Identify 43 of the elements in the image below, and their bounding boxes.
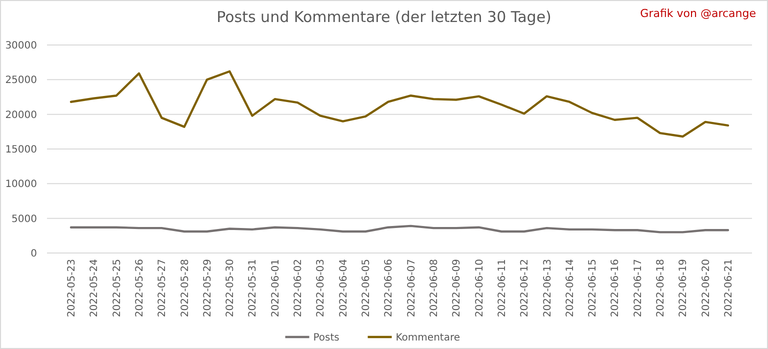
line-series	[70, 70, 730, 138]
legend-label: Kommentare	[396, 332, 460, 344]
x-tick-label: 2022-06-07	[406, 259, 418, 318]
x-tick-label: 2022-05-31	[248, 259, 259, 318]
x-tick-label: 2022-06-09	[452, 259, 463, 318]
x-tick-label: 2022-06-04	[338, 259, 350, 318]
x-tick-label: 2022-06-21	[724, 259, 734, 318]
y-tick-label: 30000	[5, 40, 37, 52]
chart-title: Posts und Kommentare (der letzten 30 Tage)	[216, 8, 552, 26]
x-tick-label: 2022-06-17	[632, 259, 644, 318]
y-tick-label: 5000	[12, 214, 37, 225]
x-tick-label: 2022-05-29	[202, 259, 214, 318]
y-tick-label: 10000	[5, 179, 37, 190]
x-tick-label: 2022-06-06	[384, 259, 395, 318]
x-tick-label: 2022-05-23	[66, 259, 78, 318]
x-tick-label: 2022-05-27	[157, 259, 168, 318]
x-tick-label: 2022-05-28	[180, 259, 191, 318]
y-tick-label: 25000	[5, 75, 37, 86]
x-tick-label: 2022-06-01	[270, 259, 282, 318]
x-tick-label: 2022-06-12	[520, 259, 531, 318]
text: Grafik von @arcange	[640, 7, 756, 20]
x-tick-label: 2022-06-18	[656, 259, 667, 318]
y-tick-label: 15000	[5, 144, 37, 156]
x-tick-label: 2022-06-19	[678, 259, 690, 318]
x-tick-label: 2022-06-03	[316, 259, 327, 318]
legend-label: Posts	[313, 332, 340, 344]
x-tick-label: 2022-06-11	[496, 259, 508, 318]
x-tick-label: 2022-06-02	[293, 259, 304, 318]
x-tick-label: 2022-05-30	[225, 259, 236, 318]
line-series	[70, 224, 730, 234]
x-tick-label: 2022-06-16	[610, 259, 622, 318]
x-tick-label: 2022-06-15	[588, 259, 599, 318]
x-tick-label: 2022-06-08	[428, 259, 440, 318]
x-tick-label: 2022-05-24	[89, 259, 100, 318]
x-tick-label: 2022-06-05	[361, 259, 372, 318]
x-tick-label: 2022-06-14	[564, 259, 576, 318]
x-tick-label: 2022-05-26	[134, 259, 146, 318]
x-tick-label: 2022-06-20	[700, 259, 712, 318]
y-tick-label: 20000	[5, 110, 37, 121]
x-tick-label: 2022-06-13	[542, 259, 554, 318]
y-tick-label: 0	[30, 248, 37, 260]
x-tick-label: 2022-06-10	[474, 259, 486, 318]
x-tick-label: 2022-05-25	[112, 259, 123, 318]
